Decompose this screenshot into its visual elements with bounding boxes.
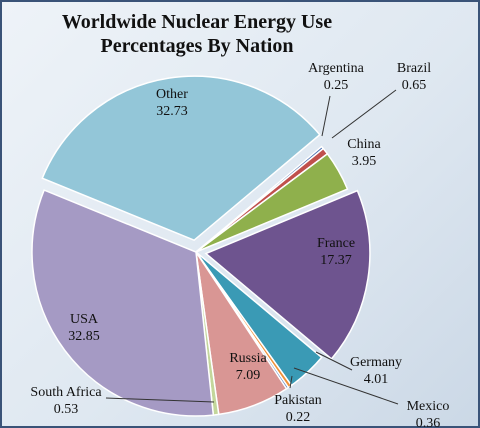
pie-slice-china — [195, 152, 349, 253]
slice-value-argentina: 0.25 — [324, 78, 349, 93]
slice-labels: Argentina 0.25 Brazil 0.65 China 3.95 France 17… — [30, 61, 449, 428]
leader-line-brazil — [331, 89, 397, 139]
slice-label-south-africa: South Africa — [30, 385, 102, 400]
chart-title-line-2: Percentages By Nation — [100, 35, 294, 57]
slice-value-france: 17.37 — [320, 253, 352, 268]
slice-value-usa: 32.85 — [68, 329, 100, 344]
slice-label-russia: Russia — [229, 351, 267, 366]
slice-label-china: China — [347, 137, 381, 152]
leader-line-argentina — [321, 95, 331, 137]
leader-lines — [105, 89, 399, 405]
slice-value-china: 3.95 — [352, 154, 377, 169]
slice-value-russia: 7.09 — [236, 368, 261, 383]
leader-line-south-africa — [105, 397, 215, 403]
leader-line-germany — [315, 351, 353, 371]
pie-slice-other — [41, 75, 321, 242]
slice-value-brazil: 0.65 — [402, 78, 427, 93]
slice-value-pakistan: 0.22 — [286, 410, 311, 425]
slice-label-germany: Germany — [350, 355, 402, 370]
slice-label-usa: USA — [70, 312, 99, 327]
slice-label-mexico: Mexico — [407, 399, 450, 414]
pie-slice-france — [204, 189, 371, 360]
chart-title: Worldwide Nuclear Energy Use Percentages… — [2, 10, 392, 58]
slice-value-other: 32.73 — [156, 104, 188, 119]
slice-value-south-africa: 0.53 — [54, 402, 79, 417]
slice-label-brazil: Brazil — [397, 61, 431, 76]
pie-slice-usa — [31, 189, 215, 417]
slice-label-france: France — [317, 236, 355, 251]
slice-label-other: Other — [156, 87, 188, 102]
slice-value-mexico: 0.36 — [416, 416, 441, 428]
slice-label-pakistan: Pakistan — [274, 393, 321, 408]
slice-value-germany: 4.01 — [364, 372, 389, 387]
chart-title-line-1: Worldwide Nuclear Energy Use — [61, 11, 333, 33]
leader-line-mexico — [293, 367, 399, 405]
pie-slices — [31, 75, 371, 417]
slice-label-argentina: Argentina — [308, 61, 365, 76]
leader-line-pakistan — [289, 375, 293, 389]
